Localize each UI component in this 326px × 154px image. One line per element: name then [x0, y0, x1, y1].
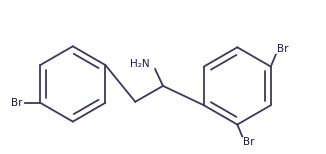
Text: Br: Br	[11, 98, 22, 108]
Text: Br: Br	[277, 44, 288, 54]
Text: H₂N: H₂N	[130, 59, 150, 69]
Text: Br: Br	[243, 137, 255, 147]
